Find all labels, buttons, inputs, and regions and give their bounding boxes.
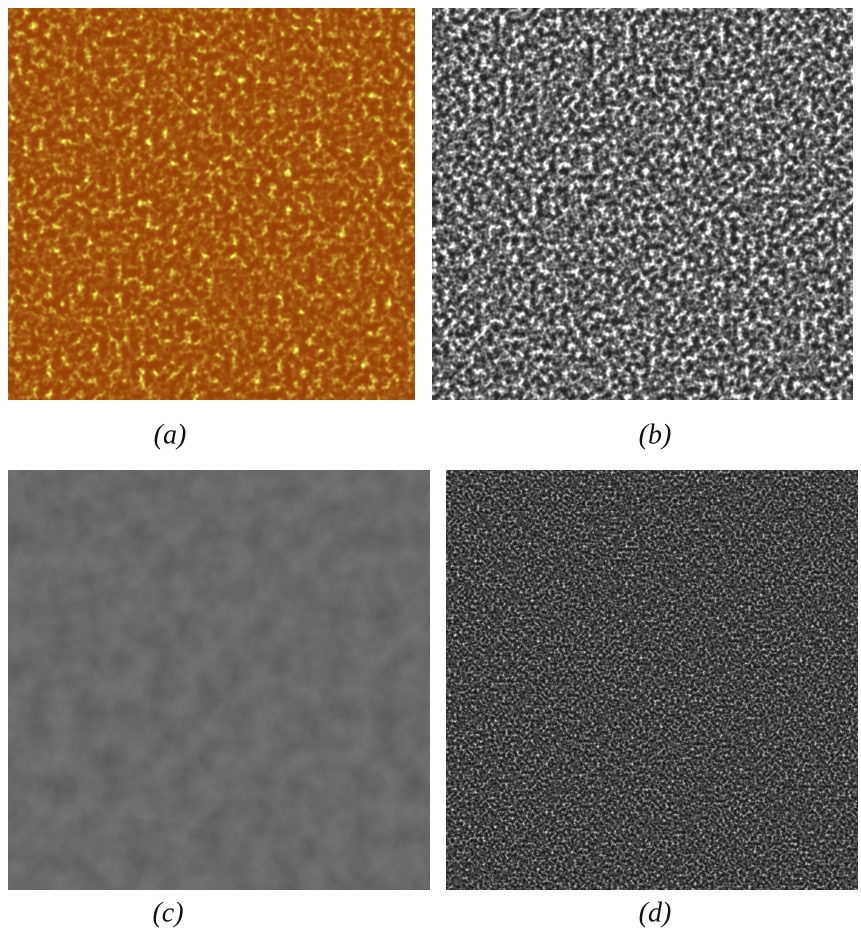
figure: (a) (b) (c) (d): [0, 0, 861, 935]
panel-label: (d): [639, 897, 672, 928]
panel-label: (c): [152, 897, 183, 928]
image-d: [446, 470, 858, 890]
panel-label: (a): [154, 419, 187, 450]
page: (a) (b) (c) (d) (() => { const data = JS…: [0, 0, 861, 935]
image-b: [432, 8, 853, 400]
image-a: [8, 8, 415, 400]
image-c: [8, 470, 430, 890]
panel-label: (b): [639, 419, 672, 450]
